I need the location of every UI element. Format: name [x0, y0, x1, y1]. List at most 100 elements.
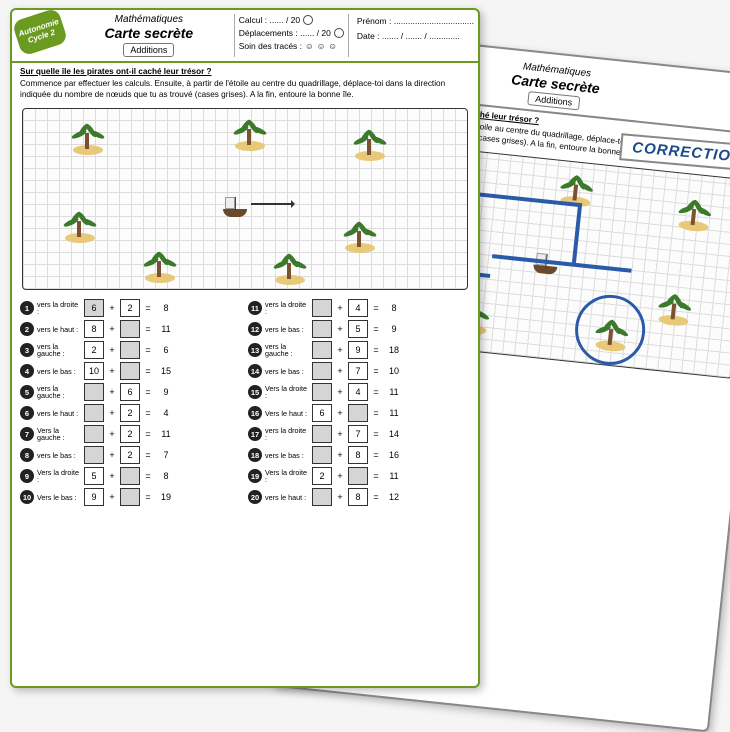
- calc-row: 20vers le haut :+8=12: [248, 487, 470, 508]
- row-number: 13: [248, 343, 262, 357]
- direction-label: Vers le bas :: [37, 494, 81, 501]
- row-number: 12: [248, 322, 262, 336]
- direction-label: Vers le haut :: [265, 410, 309, 417]
- plus-sign: +: [335, 366, 345, 376]
- palm-island-icon: [353, 127, 387, 161]
- ship-icon: [221, 191, 249, 217]
- direction-label: vers le bas :: [37, 368, 81, 375]
- result: 11: [384, 387, 404, 397]
- operand-a: [84, 425, 104, 443]
- operand-b: [348, 467, 368, 485]
- calc-row: 1vers la droite :6+2=8: [20, 298, 242, 319]
- calc-row: 7Vers la gauche :+2=11: [20, 424, 242, 445]
- palm-island-icon: [233, 117, 267, 151]
- name-block: Prénom : ...............................…: [353, 14, 474, 57]
- equals-sign: =: [143, 408, 153, 418]
- direction-label: vers la gauche :: [37, 343, 81, 357]
- equals-sign: =: [371, 429, 381, 439]
- result: 8: [156, 303, 176, 313]
- calc-row: 17vers la droite :+7=14: [248, 424, 470, 445]
- plus-sign: +: [335, 345, 345, 355]
- operand-a: [84, 446, 104, 464]
- palm-island-icon: [343, 219, 377, 253]
- direction-label: vers le bas :: [265, 368, 309, 375]
- operand-b: 2: [120, 446, 140, 464]
- result: 8: [156, 471, 176, 481]
- row-number: 8: [20, 448, 34, 462]
- row-number: 19: [248, 469, 262, 483]
- direction-label: Vers la droite :: [265, 469, 309, 483]
- operand-a: [312, 320, 332, 338]
- row-number: 7: [20, 427, 34, 441]
- smiley-icon: ☺: [328, 40, 337, 53]
- palm-island-icon: [71, 121, 105, 155]
- plus-sign: +: [107, 303, 117, 313]
- result: 15: [156, 366, 176, 376]
- operand-a: [312, 341, 332, 359]
- operand-a: 2: [312, 467, 332, 485]
- score-block: Calcul : ...... / 20 Déplacements : ....…: [234, 14, 349, 57]
- equals-sign: =: [371, 471, 381, 481]
- calc-row: 13vers la gauche :+9=18: [248, 340, 470, 361]
- score-soin: Soin des tracés :: [239, 40, 302, 53]
- row-number: 16: [248, 406, 262, 420]
- instruction-text: Commence par effectuer les calculs. Ensu…: [20, 79, 445, 98]
- equals-sign: =: [143, 345, 153, 355]
- instructions: Sur quelle île les pirates ont-il caché …: [12, 63, 478, 104]
- result: 11: [384, 471, 404, 481]
- plus-sign: +: [335, 408, 345, 418]
- operand-b: 8: [348, 446, 368, 464]
- operand-b: 9: [348, 341, 368, 359]
- operand-a: [312, 425, 332, 443]
- smiley-icon: ☺: [305, 40, 314, 53]
- operand-b: [120, 488, 140, 506]
- operand-b: [348, 404, 368, 422]
- result: 12: [384, 492, 404, 502]
- result: 11: [156, 324, 176, 334]
- calc-row: 9Vers la droite :5+=8: [20, 466, 242, 487]
- plus-sign: +: [335, 303, 345, 313]
- plus-sign: +: [107, 366, 117, 376]
- result: 4: [156, 408, 176, 418]
- column-left: 1vers la droite :6+2=82vers le haut :8+=…: [20, 298, 242, 508]
- score-depl: Déplacements : ...... / 20: [239, 27, 331, 40]
- operand-b: 8: [348, 488, 368, 506]
- row-number: 1: [20, 301, 34, 315]
- result: 9: [156, 387, 176, 397]
- row-number: 20: [248, 490, 262, 504]
- question: Sur quelle île les pirates ont-il caché …: [20, 67, 470, 77]
- row-number: 4: [20, 364, 34, 378]
- direction-label: vers le haut :: [265, 494, 309, 501]
- calc-columns: 1vers la droite :6+2=82vers le haut :8+=…: [12, 294, 478, 512]
- operand-b: 2: [120, 404, 140, 422]
- plus-sign: +: [335, 471, 345, 481]
- solution-circle: [572, 291, 649, 368]
- result: 11: [156, 429, 176, 439]
- arrow-right-icon: [251, 203, 293, 205]
- result: 7: [156, 450, 176, 460]
- operand-b: [120, 341, 140, 359]
- equals-sign: =: [371, 450, 381, 460]
- row-number: 14: [248, 364, 262, 378]
- calc-row: 8vers le bas :+2=7: [20, 445, 242, 466]
- palm-island-icon: [656, 290, 693, 327]
- equals-sign: =: [371, 408, 381, 418]
- score-circle-icon: [334, 28, 344, 38]
- direction-label: vers le haut :: [37, 410, 81, 417]
- operand-a: 8: [84, 320, 104, 338]
- calc-row: 5vers la gauche :+6=9: [20, 382, 242, 403]
- operand-a: 2: [84, 341, 104, 359]
- equals-sign: =: [143, 324, 153, 334]
- plus-sign: +: [335, 324, 345, 334]
- plus-sign: +: [335, 387, 345, 397]
- operand-a: 5: [84, 467, 104, 485]
- plus-sign: +: [107, 387, 117, 397]
- solution-segment: [492, 254, 632, 273]
- operand-b: [120, 362, 140, 380]
- result: 18: [384, 345, 404, 355]
- row-number: 2: [20, 322, 34, 336]
- equals-sign: =: [371, 492, 381, 502]
- date-field: Date : ....... / ....... / .............: [357, 29, 474, 44]
- direction-label: vers la droite :: [37, 301, 81, 315]
- operand-a: [84, 383, 104, 401]
